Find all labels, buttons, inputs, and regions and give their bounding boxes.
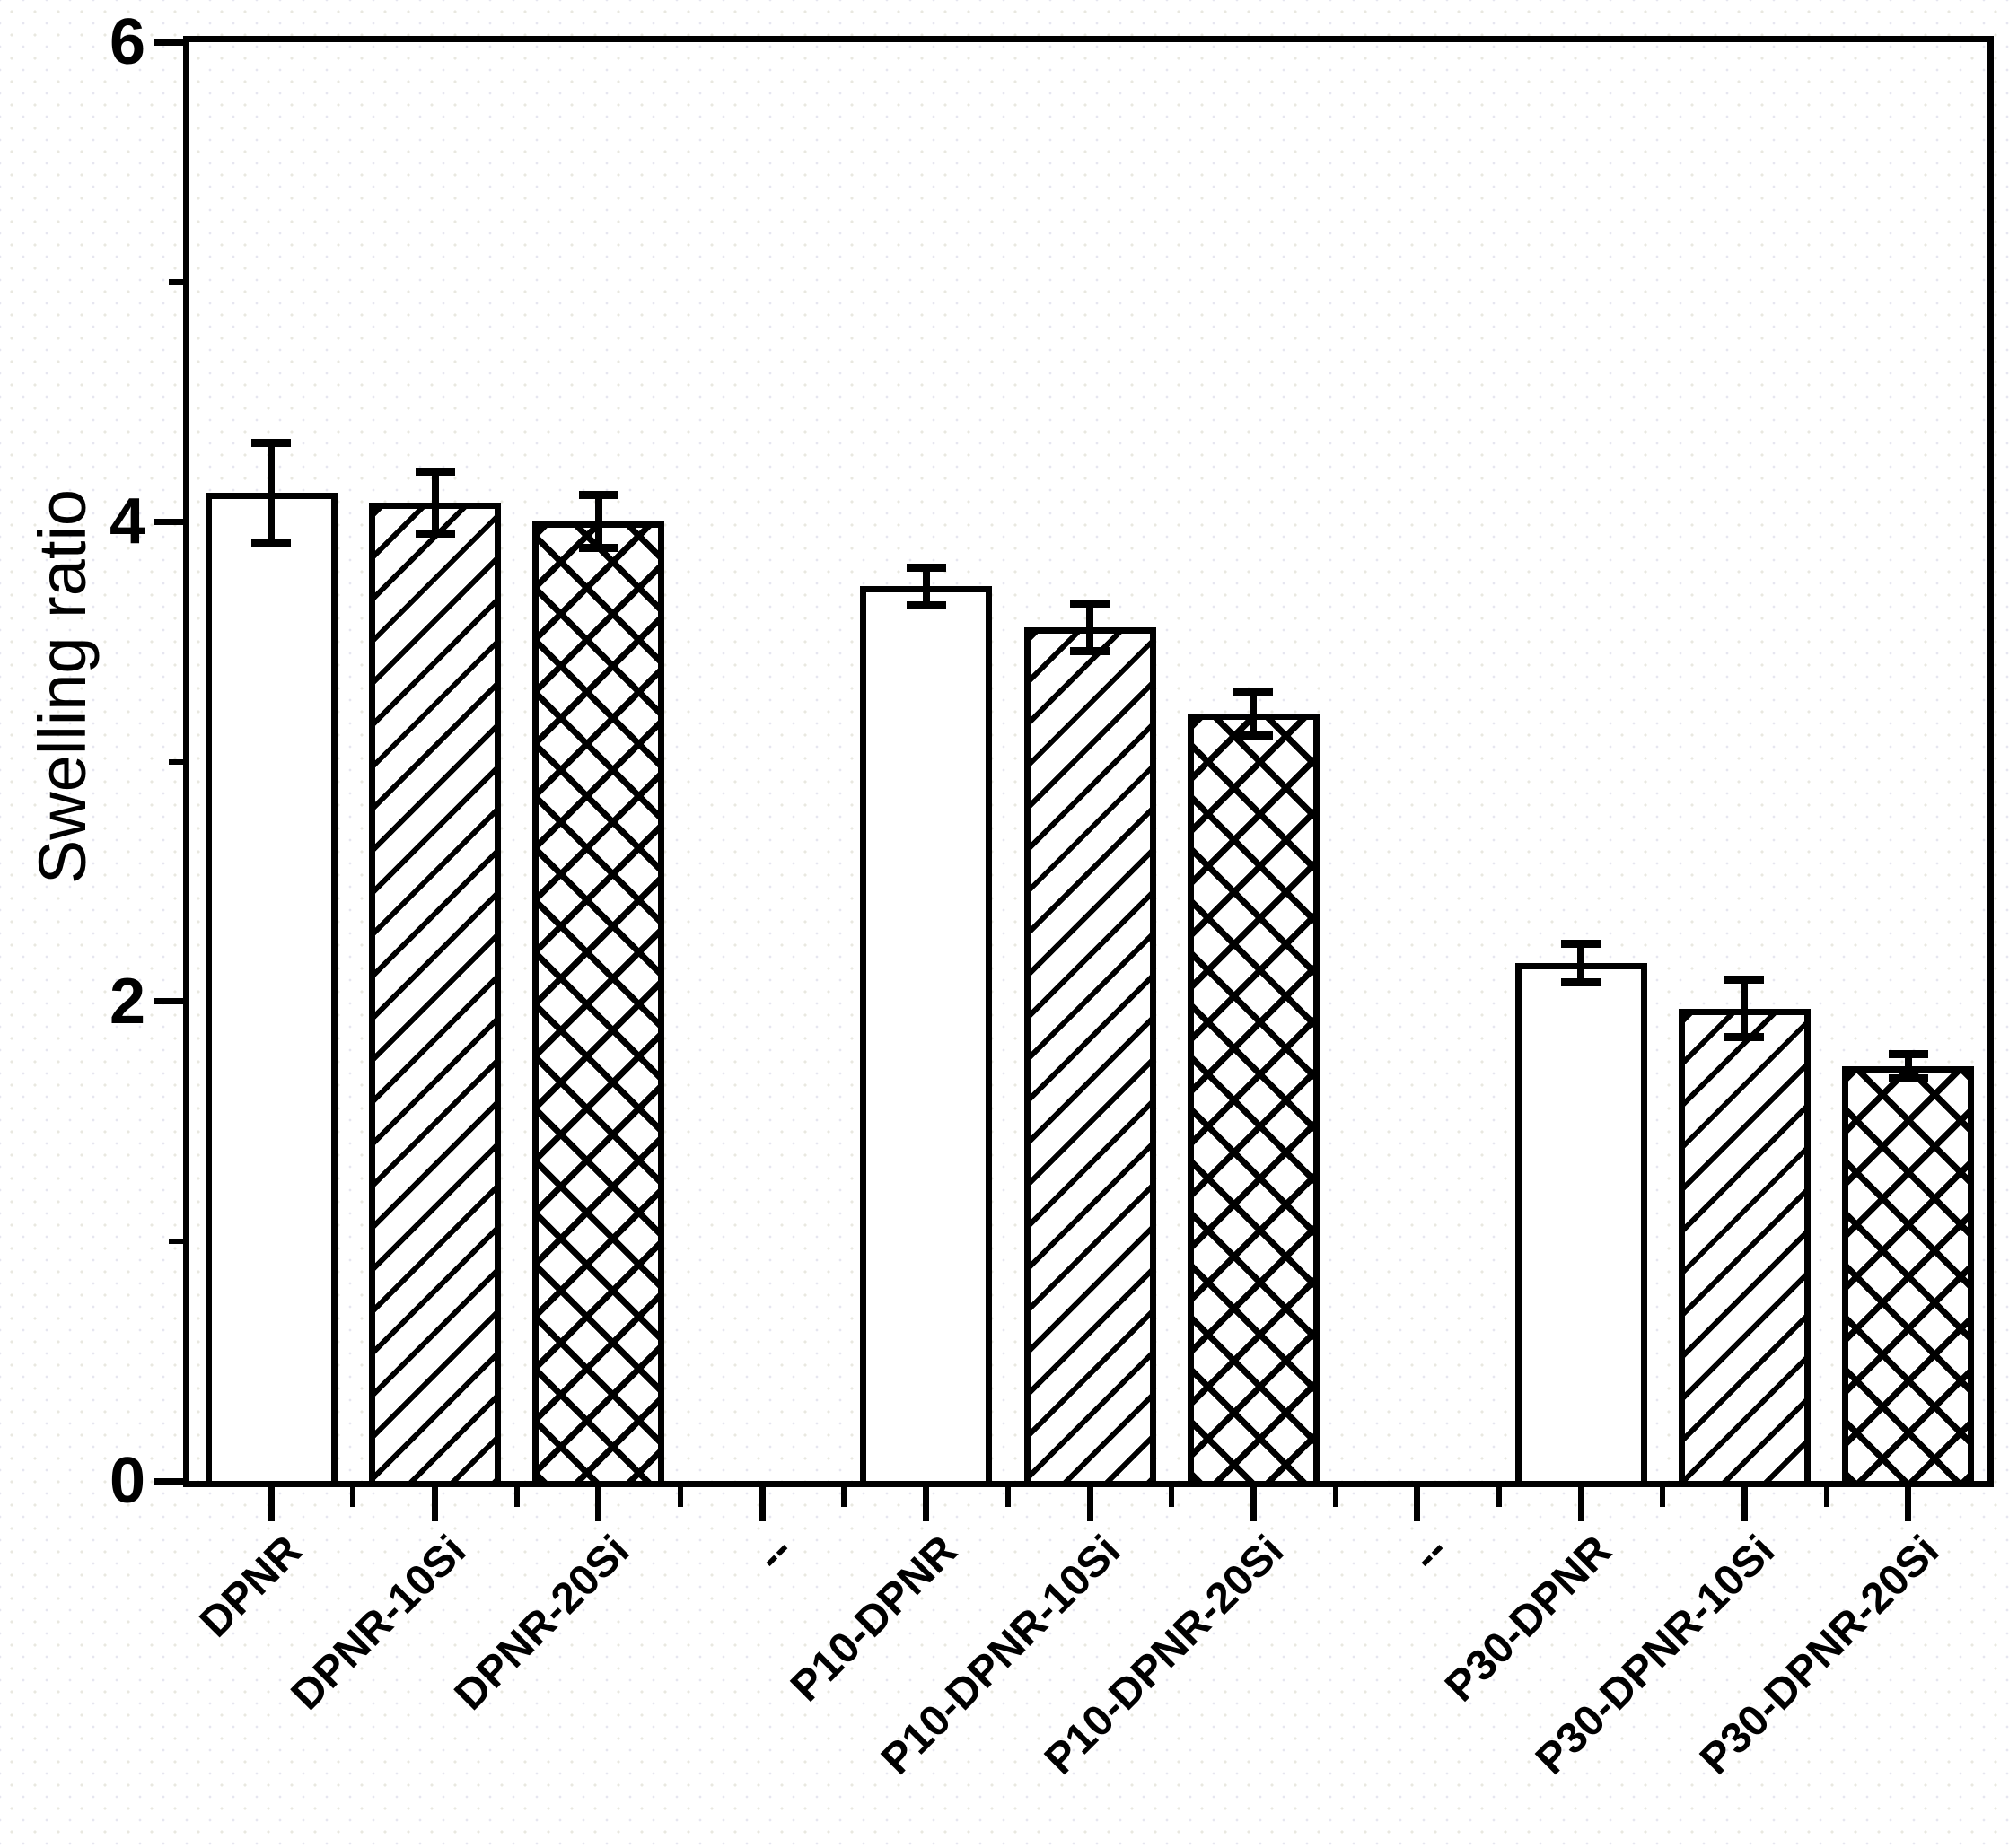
bar-p10-dpnr bbox=[860, 586, 993, 1487]
y-major-tick bbox=[154, 518, 183, 525]
error-cap-bottom-p10-dpnr bbox=[906, 601, 946, 610]
error-cap-top-dpnr bbox=[251, 438, 292, 447]
error-cap-top-dpnr-20si bbox=[578, 491, 618, 500]
error-cap-bottom-dpnr bbox=[251, 539, 292, 547]
y-major-tick bbox=[154, 1477, 183, 1485]
error-cap-top-p10-dpnr-10si bbox=[1070, 599, 1110, 608]
y-minor-tick bbox=[169, 279, 183, 285]
error-cap-bottom-p10-dpnr-10si bbox=[1070, 647, 1110, 656]
y-axis-title: Swelling ratio bbox=[25, 488, 100, 885]
x-major-tick bbox=[432, 1487, 439, 1521]
y-major-tick bbox=[154, 998, 183, 1005]
error-bar-p30-dpnr bbox=[1577, 943, 1585, 983]
x-tick-label-dpnr: DPNR bbox=[190, 1526, 311, 1647]
error-cap-bottom-p30-dpnr-10si bbox=[1724, 1033, 1765, 1042]
x-minor-tick bbox=[841, 1487, 847, 1507]
error-cap-bottom-p30-dpnr-20si bbox=[1888, 1073, 1928, 1082]
error-bar-p10-dpnr bbox=[922, 567, 930, 606]
bar-dpnr-10si bbox=[369, 502, 502, 1487]
error-bar-p10-dpnr-20si bbox=[1250, 692, 1258, 736]
error-cap-top-dpnr-10si bbox=[415, 467, 455, 476]
error-cap-bottom-p10-dpnr-20si bbox=[1233, 731, 1274, 740]
y-tick-label: 0 bbox=[109, 1445, 145, 1517]
error-bar-p30-dpnr-20si bbox=[1904, 1054, 1912, 1079]
bar-dpnr-20si bbox=[532, 521, 665, 1487]
x-major-tick bbox=[1741, 1487, 1748, 1521]
y-minor-tick bbox=[169, 758, 183, 765]
x-minor-tick bbox=[1823, 1487, 1829, 1507]
error-cap-bottom-p30-dpnr bbox=[1561, 977, 1601, 986]
x-major-tick bbox=[1414, 1487, 1421, 1521]
error-cap-top-p30-dpnr-20si bbox=[1888, 1049, 1928, 1058]
x-minor-tick bbox=[1004, 1487, 1011, 1507]
y-major-tick bbox=[154, 39, 183, 46]
x-major-tick bbox=[1086, 1487, 1093, 1521]
error-bar-dpnr bbox=[268, 442, 276, 544]
bar-p30-dpnr-20si bbox=[1842, 1065, 1975, 1487]
error-cap-top-p10-dpnr-20si bbox=[1233, 688, 1274, 696]
error-cap-top-p30-dpnr bbox=[1561, 940, 1601, 949]
x-major-tick bbox=[1905, 1487, 1912, 1521]
bar-p30-dpnr-10si bbox=[1678, 1008, 1811, 1487]
x-minor-tick bbox=[678, 1487, 684, 1507]
y-minor-tick bbox=[169, 1238, 183, 1244]
x-minor-tick bbox=[350, 1487, 356, 1507]
error-bar-dpnr-20si bbox=[594, 495, 602, 548]
x-minor-tick bbox=[1169, 1487, 1175, 1507]
error-bar-p30-dpnr-10si bbox=[1741, 979, 1749, 1038]
x-major-tick bbox=[759, 1487, 766, 1521]
error-cap-top-p30-dpnr-10si bbox=[1724, 976, 1765, 985]
x-major-tick bbox=[923, 1487, 930, 1521]
error-cap-top-p10-dpnr bbox=[906, 563, 946, 572]
x-major-tick bbox=[595, 1487, 602, 1521]
y-tick-label: 2 bbox=[109, 965, 145, 1038]
error-bar-p10-dpnr-10si bbox=[1086, 603, 1093, 652]
x-major-tick bbox=[1577, 1487, 1584, 1521]
x-minor-tick bbox=[1332, 1487, 1338, 1507]
bar-p30-dpnr bbox=[1514, 962, 1647, 1487]
error-cap-bottom-dpnr-10si bbox=[415, 530, 455, 539]
x-minor-tick bbox=[1660, 1487, 1666, 1507]
y-tick-label: 6 bbox=[109, 6, 145, 78]
x-minor-tick bbox=[513, 1487, 520, 1507]
bar-p10-dpnr-20si bbox=[1187, 714, 1320, 1487]
bar-p10-dpnr-10si bbox=[1023, 626, 1156, 1487]
x-minor-tick bbox=[1496, 1487, 1502, 1507]
error-bar-dpnr-10si bbox=[431, 471, 439, 534]
x-major-tick bbox=[268, 1487, 275, 1521]
x-major-tick bbox=[1250, 1487, 1257, 1521]
error-cap-bottom-dpnr-20si bbox=[578, 544, 618, 553]
y-tick-label: 4 bbox=[109, 486, 145, 558]
bar-dpnr bbox=[205, 493, 338, 1487]
